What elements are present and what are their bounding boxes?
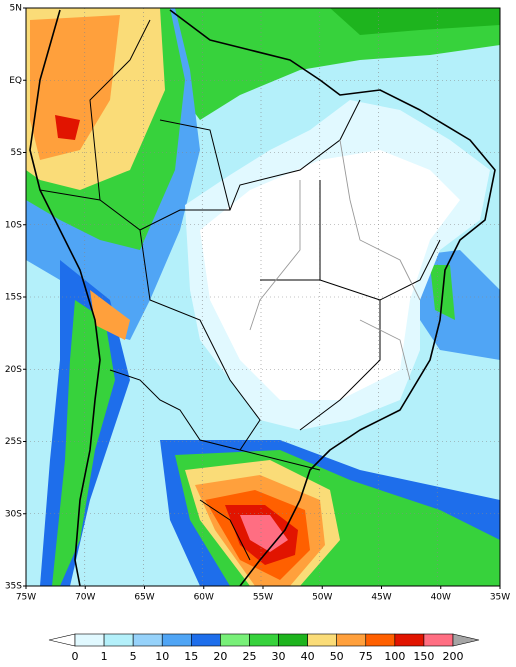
colorbar-label: 40 — [301, 650, 315, 663]
colorbar-label: 25 — [242, 650, 256, 663]
precip-field — [26, 8, 500, 586]
colorbar-segment — [278, 633, 308, 647]
lon-label: 65W — [134, 593, 154, 603]
colorbar-label: 0 — [72, 650, 79, 663]
lat-label: 5S — [11, 148, 23, 158]
colorbar-label: 1 — [101, 650, 108, 663]
lon-label: 75W — [16, 593, 36, 603]
colorbar-label: 150 — [413, 650, 434, 663]
lon-label: 45W — [371, 593, 391, 603]
lat-label: 20S — [5, 365, 22, 375]
lon-label: 50W — [312, 593, 332, 603]
colorbar-label: 50 — [330, 650, 344, 663]
lat-label: EQ — [9, 76, 22, 86]
colorbar-segment — [220, 633, 250, 647]
lat-label: 25S — [5, 437, 22, 447]
colorbar-segment — [394, 633, 425, 647]
colorbar-segment — [74, 633, 105, 647]
colorbar-label: 5 — [130, 650, 137, 663]
colorbar-segment — [191, 633, 221, 647]
lon-label: 35W — [490, 593, 510, 603]
lon-label: 40W — [431, 593, 451, 603]
colorbar-label: 30 — [272, 650, 286, 663]
colorbar-right-arrow — [452, 633, 480, 647]
colorbar-segment — [365, 633, 396, 647]
colorbar-label: 10 — [155, 650, 169, 663]
colorbar-label: 20 — [213, 650, 227, 663]
lon-label: 55W — [253, 593, 273, 603]
lon-label: 60W — [194, 593, 214, 603]
colorbar-segment — [103, 633, 134, 647]
colorbar-segment — [336, 633, 367, 647]
lat-label: 30S — [5, 509, 22, 519]
colorbar-segment — [132, 633, 163, 647]
lat-label: 10S — [5, 220, 22, 230]
colorbar-left-arrow — [48, 633, 76, 647]
colorbar-label: 15 — [184, 650, 198, 663]
colorbar-segment — [307, 633, 337, 647]
lon-label: 70W — [75, 593, 95, 603]
lat-label: 15S — [5, 293, 22, 303]
lat-label: 35S — [5, 582, 22, 592]
colorbar-segment — [423, 633, 454, 647]
lat-label: 5N — [10, 4, 22, 14]
colorbar-label: 100 — [384, 650, 405, 663]
colorbar-segment — [249, 633, 279, 647]
colorbar-label: 200 — [443, 650, 464, 663]
colorbar-label: 75 — [359, 650, 373, 663]
colorbar-segment — [161, 633, 192, 647]
